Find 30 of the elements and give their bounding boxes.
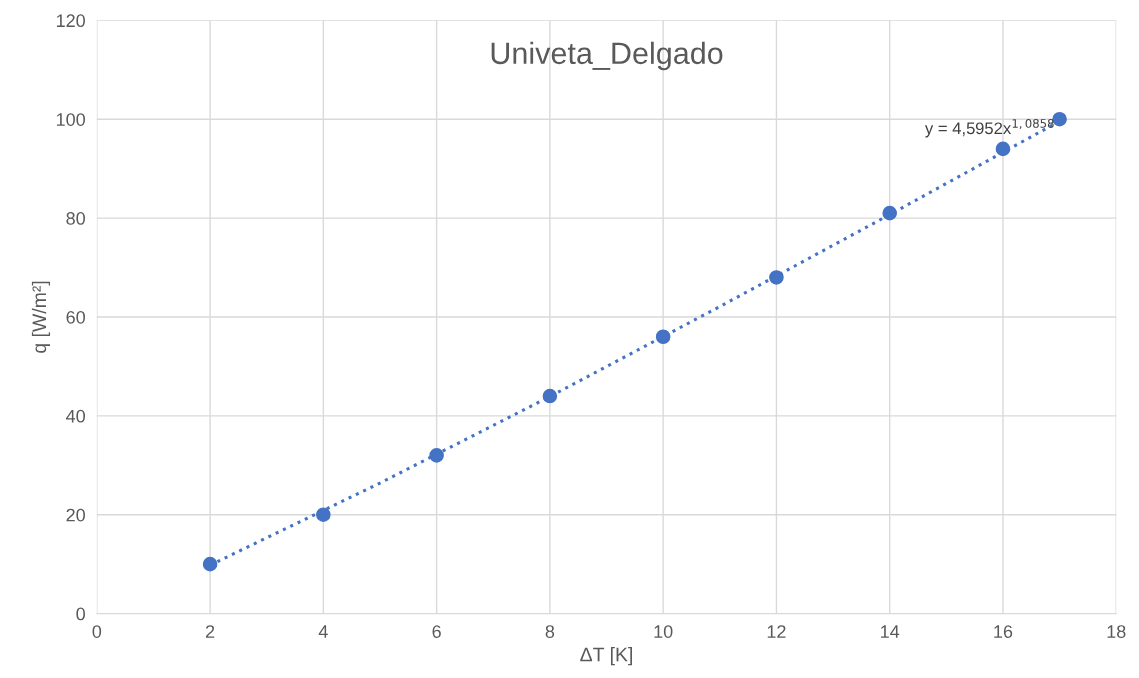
x-tick-label: 14: [881, 625, 900, 638]
x-tick-label: 6: [432, 625, 441, 638]
y-tick-label: 100: [56, 113, 85, 126]
y-tick-label: 120: [56, 14, 85, 28]
point: [542, 388, 558, 404]
text: Univeta_Delgado: [491, 41, 723, 71]
point: [316, 507, 331, 522]
x-tick-label: 0: [92, 625, 102, 638]
x-tick-label: 16: [994, 625, 1013, 638]
y-tick-label: 0: [76, 607, 85, 621]
x-tick-label: 12: [767, 625, 786, 638]
point: [882, 205, 897, 221]
y-tick-label: 80: [66, 212, 85, 225]
y-tick-label: 60: [66, 310, 85, 324]
x-tick-label: 8: [545, 625, 555, 638]
point: [995, 141, 1011, 157]
x-tick-label: 2: [205, 625, 215, 638]
y-tick-label: 40: [66, 409, 85, 423]
point: [429, 448, 444, 463]
x-tick-label: 10: [654, 625, 673, 638]
point: [1052, 111, 1067, 127]
y-axis-title: q [W/m²]: [31, 281, 51, 353]
point: [769, 270, 784, 285]
point: [655, 329, 671, 345]
y-tick-label: 20: [66, 508, 85, 522]
x-axis-title: ΔT [K]: [580, 647, 632, 666]
point: [202, 556, 218, 572]
annotation: y = 4,5952x$^{1,0858}$: [924, 118, 1054, 138]
x-tick-label: 18: [1107, 625, 1126, 638]
x-tick-label: 4: [318, 625, 328, 638]
